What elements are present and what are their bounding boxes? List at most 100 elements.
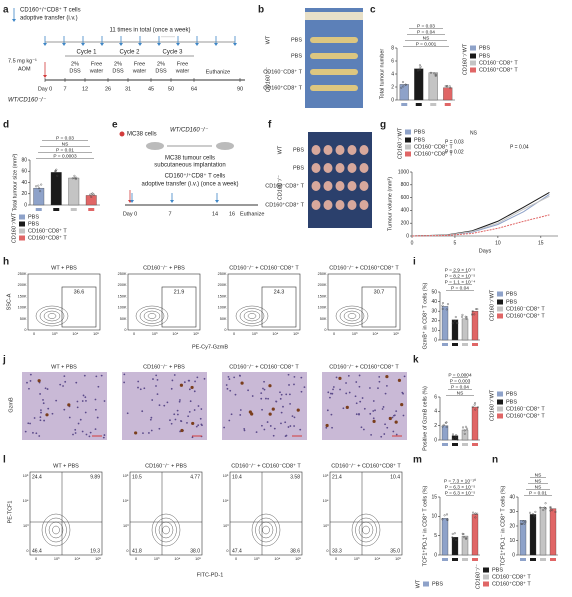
nucleus	[269, 425, 272, 427]
y-tick-label: 30	[431, 309, 437, 315]
dot	[551, 509, 554, 512]
gate	[361, 286, 397, 328]
dot	[529, 511, 532, 514]
bar	[461, 429, 469, 441]
dot	[465, 317, 468, 320]
nucleus	[288, 384, 290, 386]
y-tick-label: 400	[401, 208, 410, 214]
legend-label: CD160⁺CD8⁺ T	[506, 312, 545, 319]
contour	[43, 310, 61, 322]
dot	[534, 510, 537, 513]
contour	[258, 521, 274, 539]
nucleus	[89, 431, 92, 434]
plot-frame	[129, 471, 203, 556]
y-tick-label: 0	[434, 437, 437, 443]
label: 4.77	[190, 474, 200, 480]
nucleus	[103, 400, 106, 402]
plot-frame	[127, 273, 201, 331]
dot	[90, 195, 93, 198]
ihc-image	[322, 372, 407, 440]
label: 250K	[118, 272, 127, 276]
label: 12	[82, 86, 88, 92]
nucleus	[332, 386, 335, 388]
nucleus	[197, 405, 200, 407]
category-swatch	[415, 103, 422, 106]
contour	[262, 525, 270, 535]
dot	[54, 170, 57, 173]
category-swatch	[472, 443, 478, 446]
label: CD160⁺/⁺CD8⁺ T cells	[20, 7, 81, 14]
dot	[456, 438, 459, 441]
nucleus	[166, 401, 169, 404]
label: SSC-A	[6, 293, 12, 310]
y-axis-label: Total tumour number	[379, 49, 385, 100]
ihc-image	[22, 372, 107, 440]
label: 200K	[218, 283, 227, 287]
label: WT	[265, 35, 271, 44]
nucleus	[354, 395, 357, 398]
category-swatch	[442, 558, 448, 561]
dot	[433, 72, 436, 75]
nucleus	[39, 393, 41, 395]
p-value: P = 8.2 × 10⁻⁵	[445, 273, 476, 279]
dot	[449, 87, 452, 90]
bar	[471, 514, 479, 556]
dot	[461, 313, 464, 316]
tumour	[359, 200, 369, 210]
y-axis-label: Tumour volume (mm³)	[387, 177, 393, 231]
nucleus	[102, 436, 105, 439]
nucleus	[279, 391, 281, 394]
label: WT + PBS	[51, 364, 77, 370]
label: WT + PBS	[53, 463, 79, 469]
legend-swatch	[470, 45, 476, 51]
nucleus	[188, 388, 191, 391]
bar	[399, 84, 409, 101]
nucleus	[176, 409, 179, 412]
label: 10.4	[232, 474, 242, 480]
nucleus	[335, 376, 338, 379]
y-tick-label: 40	[509, 494, 515, 500]
category-swatch	[452, 443, 458, 446]
bar	[451, 319, 459, 341]
nucleus	[197, 424, 200, 427]
y-tick-label: 40	[431, 299, 437, 305]
dot	[549, 509, 552, 512]
stain	[394, 420, 398, 424]
label: 10³	[252, 332, 258, 336]
label: CD160⁻/⁻ + CD160⁺CD8⁺ T	[329, 264, 399, 271]
stain	[240, 381, 244, 385]
y-axis-label: TCF1⁺PD-1⁺ in CD8⁺ T cells (%)	[421, 486, 428, 567]
nucleus	[265, 397, 267, 400]
contour	[243, 310, 261, 322]
label: 0	[26, 549, 28, 553]
panel-letter: l	[3, 455, 6, 466]
nucleus	[171, 379, 174, 382]
label: 10⁴	[174, 557, 180, 561]
plot-frame	[329, 471, 403, 556]
nucleus	[47, 407, 50, 410]
dot	[462, 426, 465, 429]
nucleus	[392, 414, 395, 417]
legend-swatch	[483, 574, 489, 580]
nucleus	[148, 432, 150, 434]
nucleus	[97, 385, 100, 388]
nucleus	[284, 421, 287, 424]
category-swatch	[472, 558, 478, 561]
tumour	[323, 145, 333, 155]
nucleus	[62, 385, 64, 387]
contour	[347, 313, 357, 319]
label: 10³	[123, 524, 129, 528]
dot	[452, 537, 455, 540]
label: 2%	[114, 61, 122, 67]
bar	[451, 537, 459, 556]
label: Euthanize	[206, 69, 230, 75]
legend-label: PBS	[479, 45, 490, 51]
label: CD160⁻/⁻ + CD160⁺CD8⁺ T	[329, 363, 399, 370]
p-value: P = 0.0004	[448, 372, 472, 378]
arrow-head	[100, 43, 104, 46]
nucleus	[194, 380, 196, 383]
nucleus	[29, 422, 32, 425]
label: water	[132, 68, 147, 74]
y-tick-label: 0	[24, 202, 27, 208]
p-value: P = 2.9 × 10⁻⁵	[445, 267, 476, 273]
